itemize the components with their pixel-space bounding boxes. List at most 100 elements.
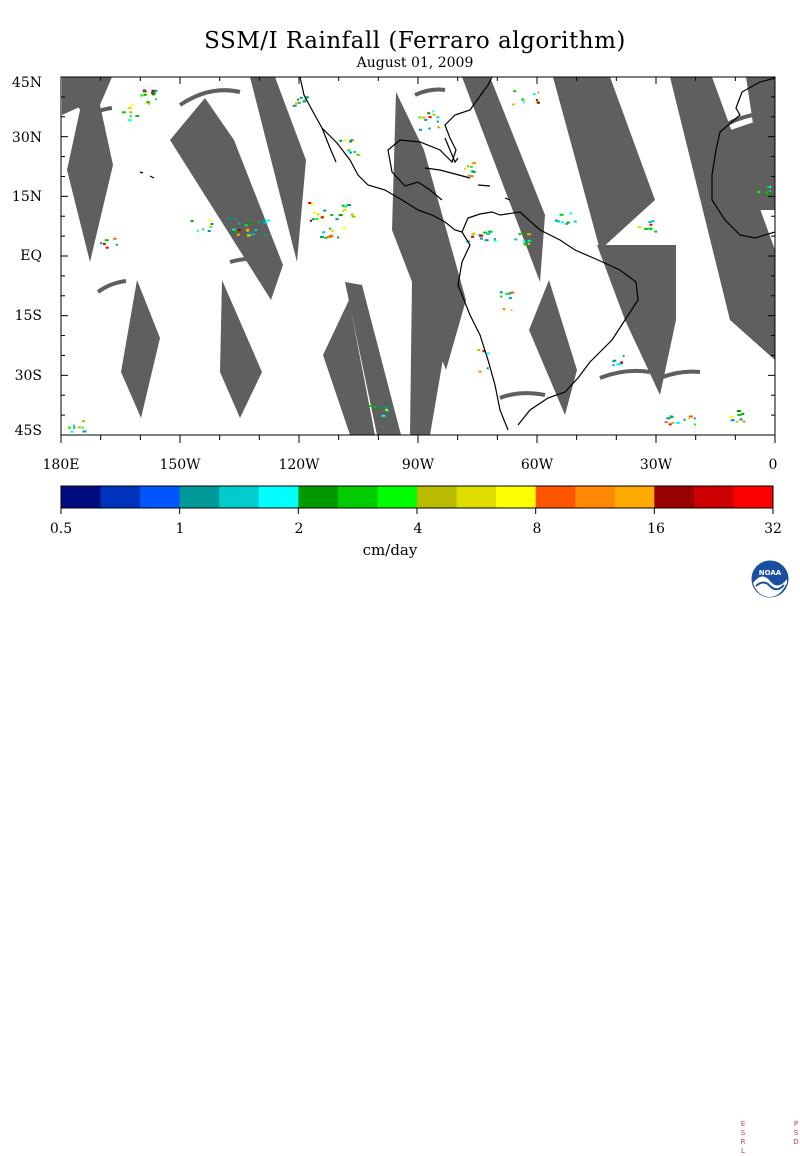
- colorbar-swatch-16: [654, 486, 695, 508]
- colorbar-swatch-7: [298, 486, 339, 508]
- no-data-swath-7: [345, 282, 401, 435]
- lat-label-45s: 45S: [14, 423, 42, 439]
- rain-cluster-21: [637, 220, 658, 233]
- colorbar-swatch-5: [219, 486, 260, 508]
- rain-cluster-15: [664, 415, 696, 426]
- lon-label-0: 0: [768, 457, 778, 473]
- colorbar-swatch-2: [100, 486, 141, 508]
- no-data-swath-8: [392, 92, 466, 370]
- rainfall-map-figure: SSM/I Rainfall (Ferraro algorithm) Augus…: [11, 28, 800, 1155]
- rain-cluster-12: [555, 212, 577, 225]
- coastline-4: [444, 137, 459, 164]
- rain-cluster-1: [140, 89, 158, 105]
- lon-label-60w: 60W: [520, 457, 554, 473]
- swath-edge-arc-9: [499, 391, 546, 400]
- colorbar-label-4: 4: [413, 521, 423, 537]
- colorbar-swatch-14: [575, 486, 616, 508]
- colorbar: [60, 485, 774, 514]
- swath-edge-arc-2: [83, 106, 113, 122]
- coastline-7: [424, 167, 511, 201]
- rain-cluster-24: [757, 186, 772, 195]
- colorbar-label-2: 2: [294, 521, 304, 537]
- no-data-swath-14: [670, 77, 775, 360]
- rain-cluster-11: [511, 90, 541, 106]
- lat-label-15n: 15N: [11, 189, 42, 205]
- rain-cluster-19: [190, 219, 214, 232]
- map-title: SSM/I Rainfall (Ferraro algorithm): [204, 28, 626, 54]
- swath-edge-arc-4: [96, 279, 127, 294]
- coastline-1: [299, 77, 463, 233]
- map-svg: [60, 76, 776, 514]
- lon-label-120w: 120W: [278, 457, 320, 473]
- no-data-swath-4: [121, 280, 160, 418]
- rain-cluster-18: [464, 162, 477, 178]
- rain-cluster-2: [121, 104, 140, 122]
- swath-edge-arc-6: [599, 368, 651, 380]
- swath-edge-arc-7: [659, 369, 701, 380]
- no-data-swath-5: [220, 280, 262, 418]
- colorbar-swatch-6: [258, 486, 299, 508]
- svg-text:NOAA: NOAA: [759, 569, 782, 577]
- no-data-swath-6: [323, 300, 375, 435]
- swath-edge-arc-3: [229, 257, 269, 264]
- lat-label-eq: EQ: [20, 248, 42, 264]
- swath-edge-arc-8: [718, 112, 761, 130]
- no-data-swath-2: [170, 98, 283, 300]
- lat-label-30n: 30N: [11, 130, 42, 146]
- coastline-8: [139, 171, 155, 179]
- colorbar-swatch-15: [614, 486, 655, 508]
- rain-cluster-8: [418, 110, 441, 131]
- colorbar-swatch-10: [417, 486, 458, 508]
- rain-cluster-17: [68, 420, 87, 433]
- lon-label-90w: 90W: [401, 457, 435, 473]
- coastline-2: [387, 77, 501, 233]
- no-data-swath-3: [250, 77, 306, 262]
- rain-cluster-16: [729, 410, 746, 423]
- no-data-swath-13: [597, 245, 676, 395]
- lon-label-30w: 30W: [639, 457, 673, 473]
- rain-cluster-3: [227, 217, 271, 237]
- colorbar-swatch-3: [140, 486, 181, 508]
- colorbar-swatch-9: [377, 486, 418, 508]
- coastline-3: [321, 127, 337, 163]
- swath-edge-arc-1: [178, 88, 241, 107]
- colorbar-swatch-12: [496, 486, 537, 508]
- coastline-6: [711, 77, 775, 239]
- map-date: August 01, 2009: [356, 55, 474, 71]
- map-area: [60, 76, 776, 443]
- no-data-swath-17: [62, 77, 112, 115]
- lat-label-45n: 45N: [11, 75, 42, 91]
- coastline-5: [457, 211, 639, 431]
- colorbar-swatch-8: [337, 486, 378, 508]
- colorbar-label-1: 1: [175, 521, 185, 537]
- colorbar-swatch-1: [61, 486, 102, 508]
- colorbar-label-8: 8: [532, 521, 542, 537]
- lon-label-150w: 150W: [159, 457, 201, 473]
- colorbar-swatch-11: [456, 486, 497, 508]
- lat-label-15s: 15S: [14, 308, 42, 324]
- lat-label-30s: 30S: [14, 368, 42, 384]
- swath-edge-arc-10: [414, 87, 446, 97]
- rain-cluster-20: [100, 237, 118, 249]
- rain-cluster-22: [499, 291, 515, 311]
- rain-cluster-5: [339, 139, 361, 156]
- no-data-swath-9: [410, 280, 448, 435]
- colorbar-label-0-5: 0.5: [49, 521, 73, 537]
- noaa-logo-emblem: NOAA: [750, 559, 790, 599]
- colorbar-swatch-4: [179, 486, 220, 508]
- no-data-swath-10: [462, 77, 545, 282]
- colorbar-swatch-18: [733, 486, 774, 508]
- colorbar-units: cm/day: [362, 541, 418, 559]
- no-data-swath-1: [62, 77, 113, 262]
- rain-cluster-23: [477, 349, 490, 373]
- colorbar-swatch-17: [693, 486, 734, 508]
- no-data-swath-11: [529, 280, 577, 415]
- lon-label-180e: 180E: [42, 457, 80, 473]
- rain-cluster-14: [369, 405, 390, 417]
- no-data-swath-16: [710, 120, 775, 210]
- colorbar-label-16: 16: [647, 521, 665, 537]
- colorbar-swatch-13: [535, 486, 576, 508]
